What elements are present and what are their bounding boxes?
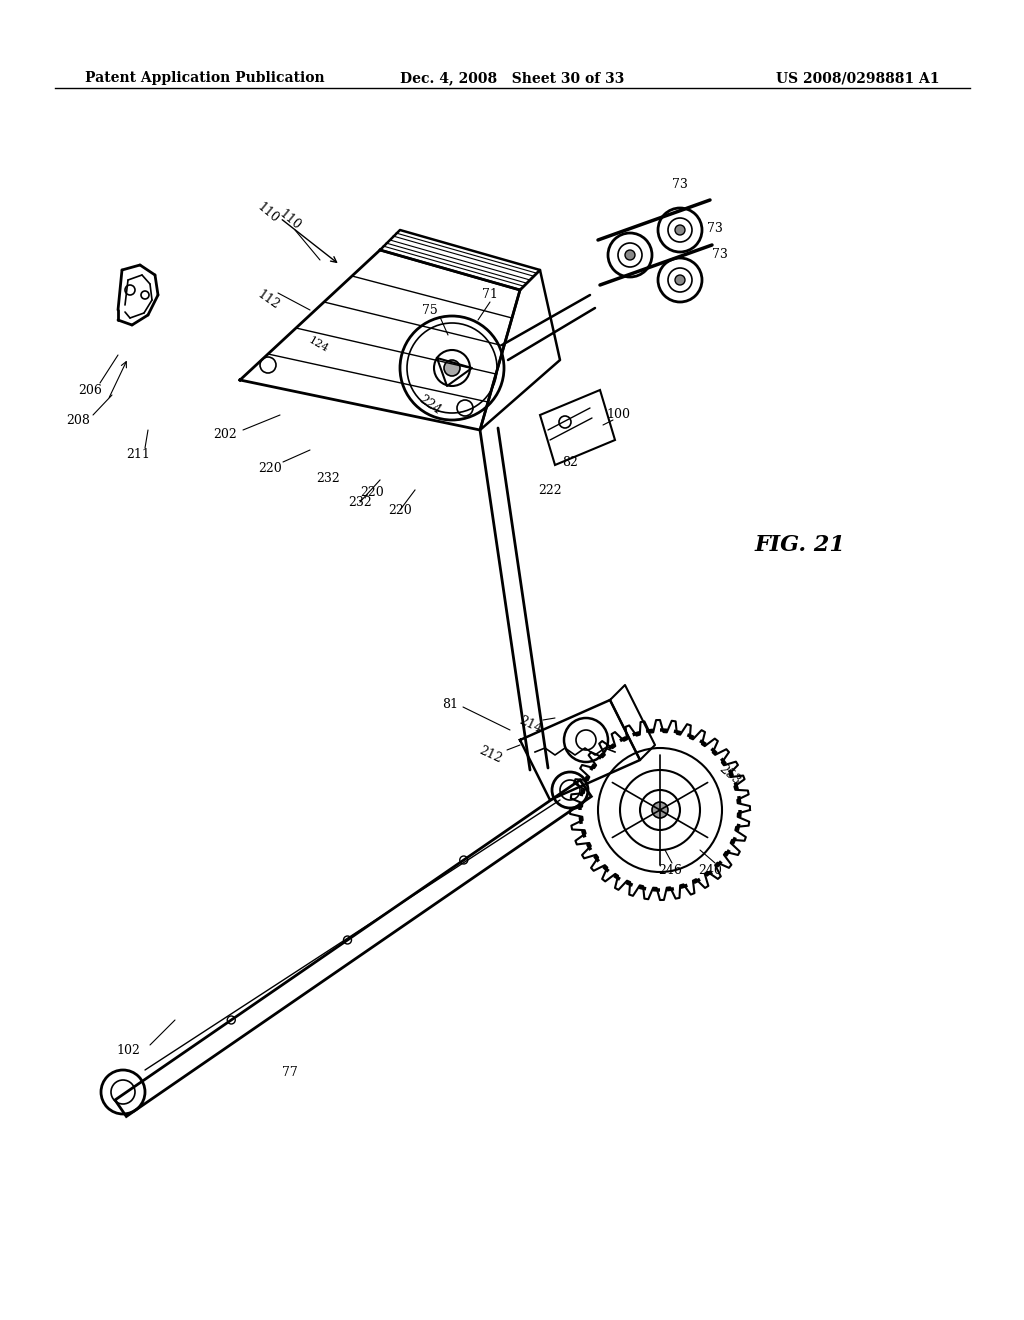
Text: 102: 102 xyxy=(116,1044,140,1056)
Circle shape xyxy=(625,249,635,260)
Text: Dec. 4, 2008   Sheet 30 of 33: Dec. 4, 2008 Sheet 30 of 33 xyxy=(399,71,625,84)
Text: 208: 208 xyxy=(67,413,90,426)
Text: 71: 71 xyxy=(482,289,498,301)
Text: 232: 232 xyxy=(348,495,372,508)
Text: 220: 220 xyxy=(258,462,282,474)
Circle shape xyxy=(675,224,685,235)
Polygon shape xyxy=(115,780,591,1117)
Text: FIG. 21: FIG. 21 xyxy=(755,535,846,556)
Text: 220: 220 xyxy=(388,503,412,516)
Text: 220: 220 xyxy=(360,486,384,499)
Circle shape xyxy=(652,803,668,818)
Text: 214: 214 xyxy=(516,714,544,737)
Text: 73: 73 xyxy=(707,222,723,235)
Text: 77: 77 xyxy=(283,1065,298,1078)
Text: 110: 110 xyxy=(255,201,282,226)
Text: 232: 232 xyxy=(316,471,340,484)
Circle shape xyxy=(675,275,685,285)
Text: 124: 124 xyxy=(306,335,330,355)
Text: 75: 75 xyxy=(422,304,438,317)
Text: 81: 81 xyxy=(442,698,458,711)
Text: 206: 206 xyxy=(78,384,102,396)
Text: 100: 100 xyxy=(606,408,630,421)
Text: Patent Application Publication: Patent Application Publication xyxy=(85,71,325,84)
Text: US 2008/0298881 A1: US 2008/0298881 A1 xyxy=(776,71,940,84)
Text: 253: 253 xyxy=(717,763,743,788)
Text: 222: 222 xyxy=(539,483,562,496)
Text: 211: 211 xyxy=(126,449,150,462)
Text: 246: 246 xyxy=(658,863,682,876)
Text: 112: 112 xyxy=(255,288,282,312)
Text: 73: 73 xyxy=(712,248,728,261)
Text: 110: 110 xyxy=(276,207,303,232)
Text: 73: 73 xyxy=(672,178,688,191)
Text: 212: 212 xyxy=(476,744,504,766)
Circle shape xyxy=(444,360,460,376)
Text: 240: 240 xyxy=(698,863,722,876)
Text: 82: 82 xyxy=(562,455,578,469)
Text: 202: 202 xyxy=(213,429,237,441)
Text: 224: 224 xyxy=(417,393,443,417)
Polygon shape xyxy=(540,389,615,465)
